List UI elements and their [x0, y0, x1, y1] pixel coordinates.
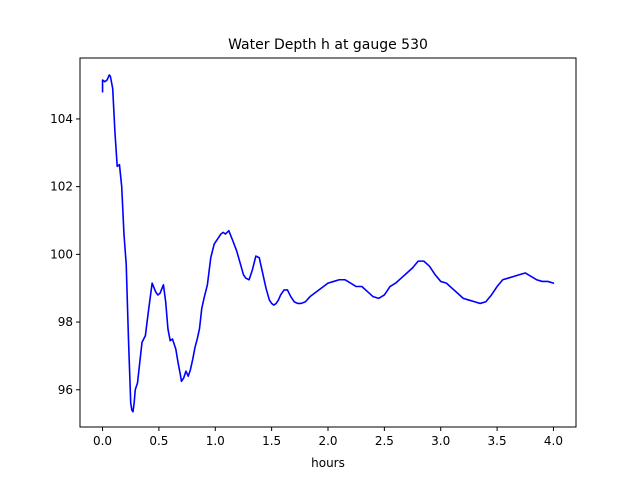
chart-title: Water Depth h at gauge 530: [228, 37, 428, 53]
y-tick-label: 98: [58, 315, 73, 329]
x-tick-label: 3.0: [431, 434, 450, 448]
y-tick-label: 96: [58, 383, 73, 397]
y-tick-label: 100: [50, 247, 73, 261]
x-tick-label: 0.5: [149, 434, 168, 448]
series-line-0: [101, 74, 555, 413]
x-tick-label: 4.0: [544, 434, 563, 448]
x-tick-label: 2.0: [318, 434, 337, 448]
x-tick-label: 0.0: [93, 434, 112, 448]
x-axis: 0.0 0.5 1.0 1.5 2.0 2.5 3.0 3.5 4.0: [93, 427, 563, 448]
x-tick-label: 1.5: [262, 434, 281, 448]
y-tick-label: 102: [50, 180, 73, 194]
x-tick-label: 3.5: [488, 434, 507, 448]
x-tick-label: 1.0: [206, 434, 225, 448]
y-axis: 96 98 100 102 104: [50, 112, 80, 397]
x-tick-label: 2.5: [375, 434, 394, 448]
plot-area: [101, 74, 555, 413]
y-tick-label: 104: [50, 112, 73, 126]
x-axis-label: hours: [311, 456, 345, 470]
